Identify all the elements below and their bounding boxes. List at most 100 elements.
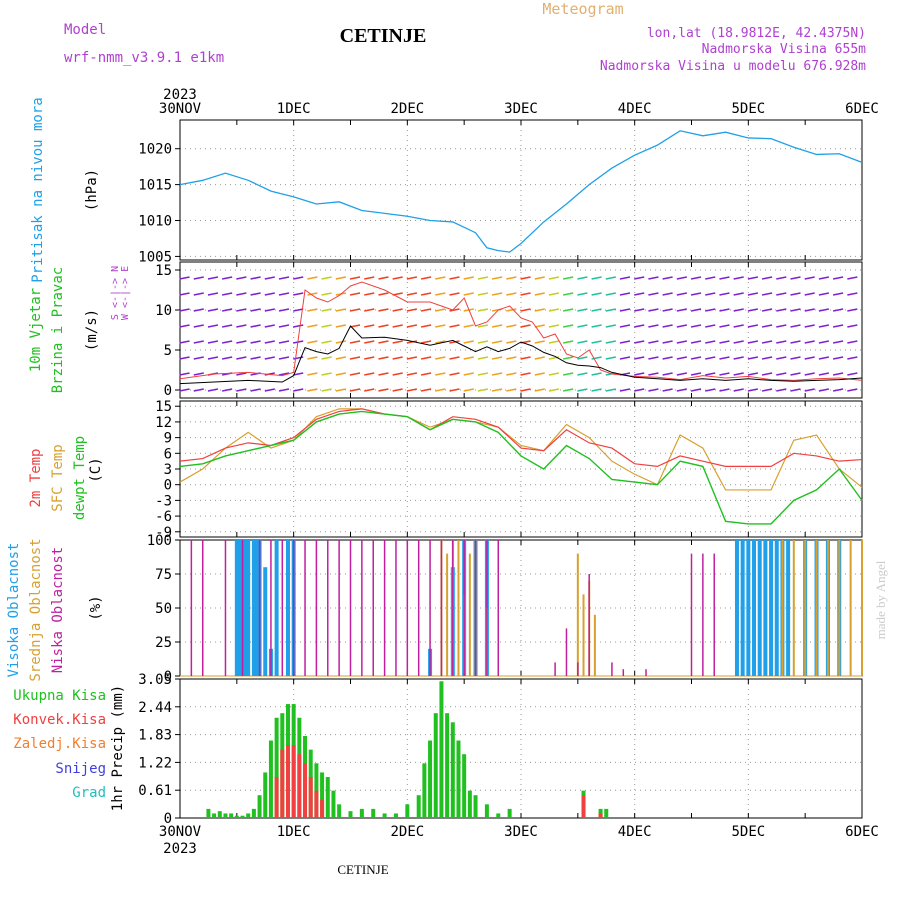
wind-arrow [747,340,759,344]
precip-legend-item: Konvek.Kisa [13,712,106,728]
wind-arrow [761,372,773,376]
wind-arrow [491,292,503,296]
wind-arrow [349,276,361,280]
wind-arrow [818,340,830,344]
wind-arrow [222,340,233,344]
wind-arrow [449,292,460,296]
wind-arrow [776,388,787,392]
wind-arrow [634,372,645,376]
wind-arrow [193,276,204,280]
cloud-bar [593,614,596,676]
wind-arrow [534,324,545,328]
wind-arrow [307,372,318,376]
x-year-label-top: 2023 [163,87,197,103]
wind-arrow [690,324,702,328]
wind-arrow [648,372,659,376]
wind-arrow [634,324,645,328]
wind-arrow [662,372,673,376]
wind-arrow [435,388,446,392]
wind-arrow [307,388,318,392]
wind-arrow [676,388,687,392]
pressure-line [179,130,863,253]
wind-arrow [378,276,389,280]
wind-arrow [435,324,446,328]
wind-arrow [790,372,801,376]
wind-arrow [264,276,275,280]
wind-arrow [491,340,503,344]
wind-arrow [818,292,830,296]
wind-arrow [193,308,204,312]
wind-arrow [321,372,332,376]
wind-arrow [307,324,318,328]
wind-arrow [591,340,602,344]
wind-arrow [847,292,858,296]
wind-arrow [818,388,830,392]
wind-arrow [321,388,332,392]
wind-arrow [264,308,275,312]
wind-arrow [548,276,560,280]
y-tick-label: 100 [147,533,172,549]
precip-ylabel: 1hr Precip (mm) [110,685,126,811]
wind-arrow [506,388,517,392]
wind-arrow [264,340,275,344]
precip-bar [484,804,489,818]
wind-arrow [747,308,759,312]
wind-arrow [719,356,730,360]
wind-arrow [648,356,659,360]
wind-arrow [477,276,489,280]
wind-arrow [222,308,233,312]
wind-arrow [207,308,219,312]
precip-bar [268,740,273,818]
cloud-bar [582,594,585,676]
cloud-bar [429,540,431,676]
y-tick-label: 2.44 [138,700,172,716]
cloud-bar [746,540,751,676]
temp-dew-legend: dewpt Temp [72,436,88,520]
cloud-bar [274,540,279,676]
wind-arrow [619,276,631,280]
wind-arrow [705,324,716,328]
y-tick-label: 10 [155,303,172,319]
wind-arrow [648,276,659,280]
wind-arrow [278,324,290,328]
wind-arrow [293,372,304,376]
precip-bar [405,804,410,818]
precip-bar [212,813,217,818]
panel-frame [179,119,863,261]
wind-arrow [207,276,219,280]
precip-bar [229,813,234,818]
cloud-bar [763,540,768,676]
precip-bar [348,811,353,818]
wind-arrow [222,388,233,392]
wind-arrow [634,388,645,392]
wind-arrow [577,356,588,360]
cloud-bar [769,540,774,676]
station-title: CETINJE [340,25,427,47]
precip-bar [234,815,239,818]
wind-arrow [335,308,346,312]
wind-arrow [733,388,744,392]
precip-bar [462,754,467,818]
wind-arrow [832,292,844,296]
y-tick-label: 6 [164,446,172,462]
wind-arrow [563,276,574,280]
wind-arrow [804,340,815,344]
wind-arrow [406,372,418,376]
wind-arrow [250,388,261,392]
wind-arrow [804,372,815,376]
cloud-bar [792,540,795,676]
wind-arrow [690,308,702,312]
y-tick-label: 1020 [138,142,172,158]
wind-arrow [349,340,361,344]
cloud-bar [565,628,568,676]
precip-bar [246,813,251,818]
precip-bar [456,740,461,818]
precip-bar [257,795,262,818]
x-date-label-bottom: 5DEC [731,824,765,840]
wind-arrow [648,340,659,344]
wind-arrow [790,276,801,280]
y-tick-label: 0.61 [138,783,172,799]
wind-arrow [179,340,190,344]
wind-arrow [250,356,261,360]
cloud-bar [774,540,779,676]
